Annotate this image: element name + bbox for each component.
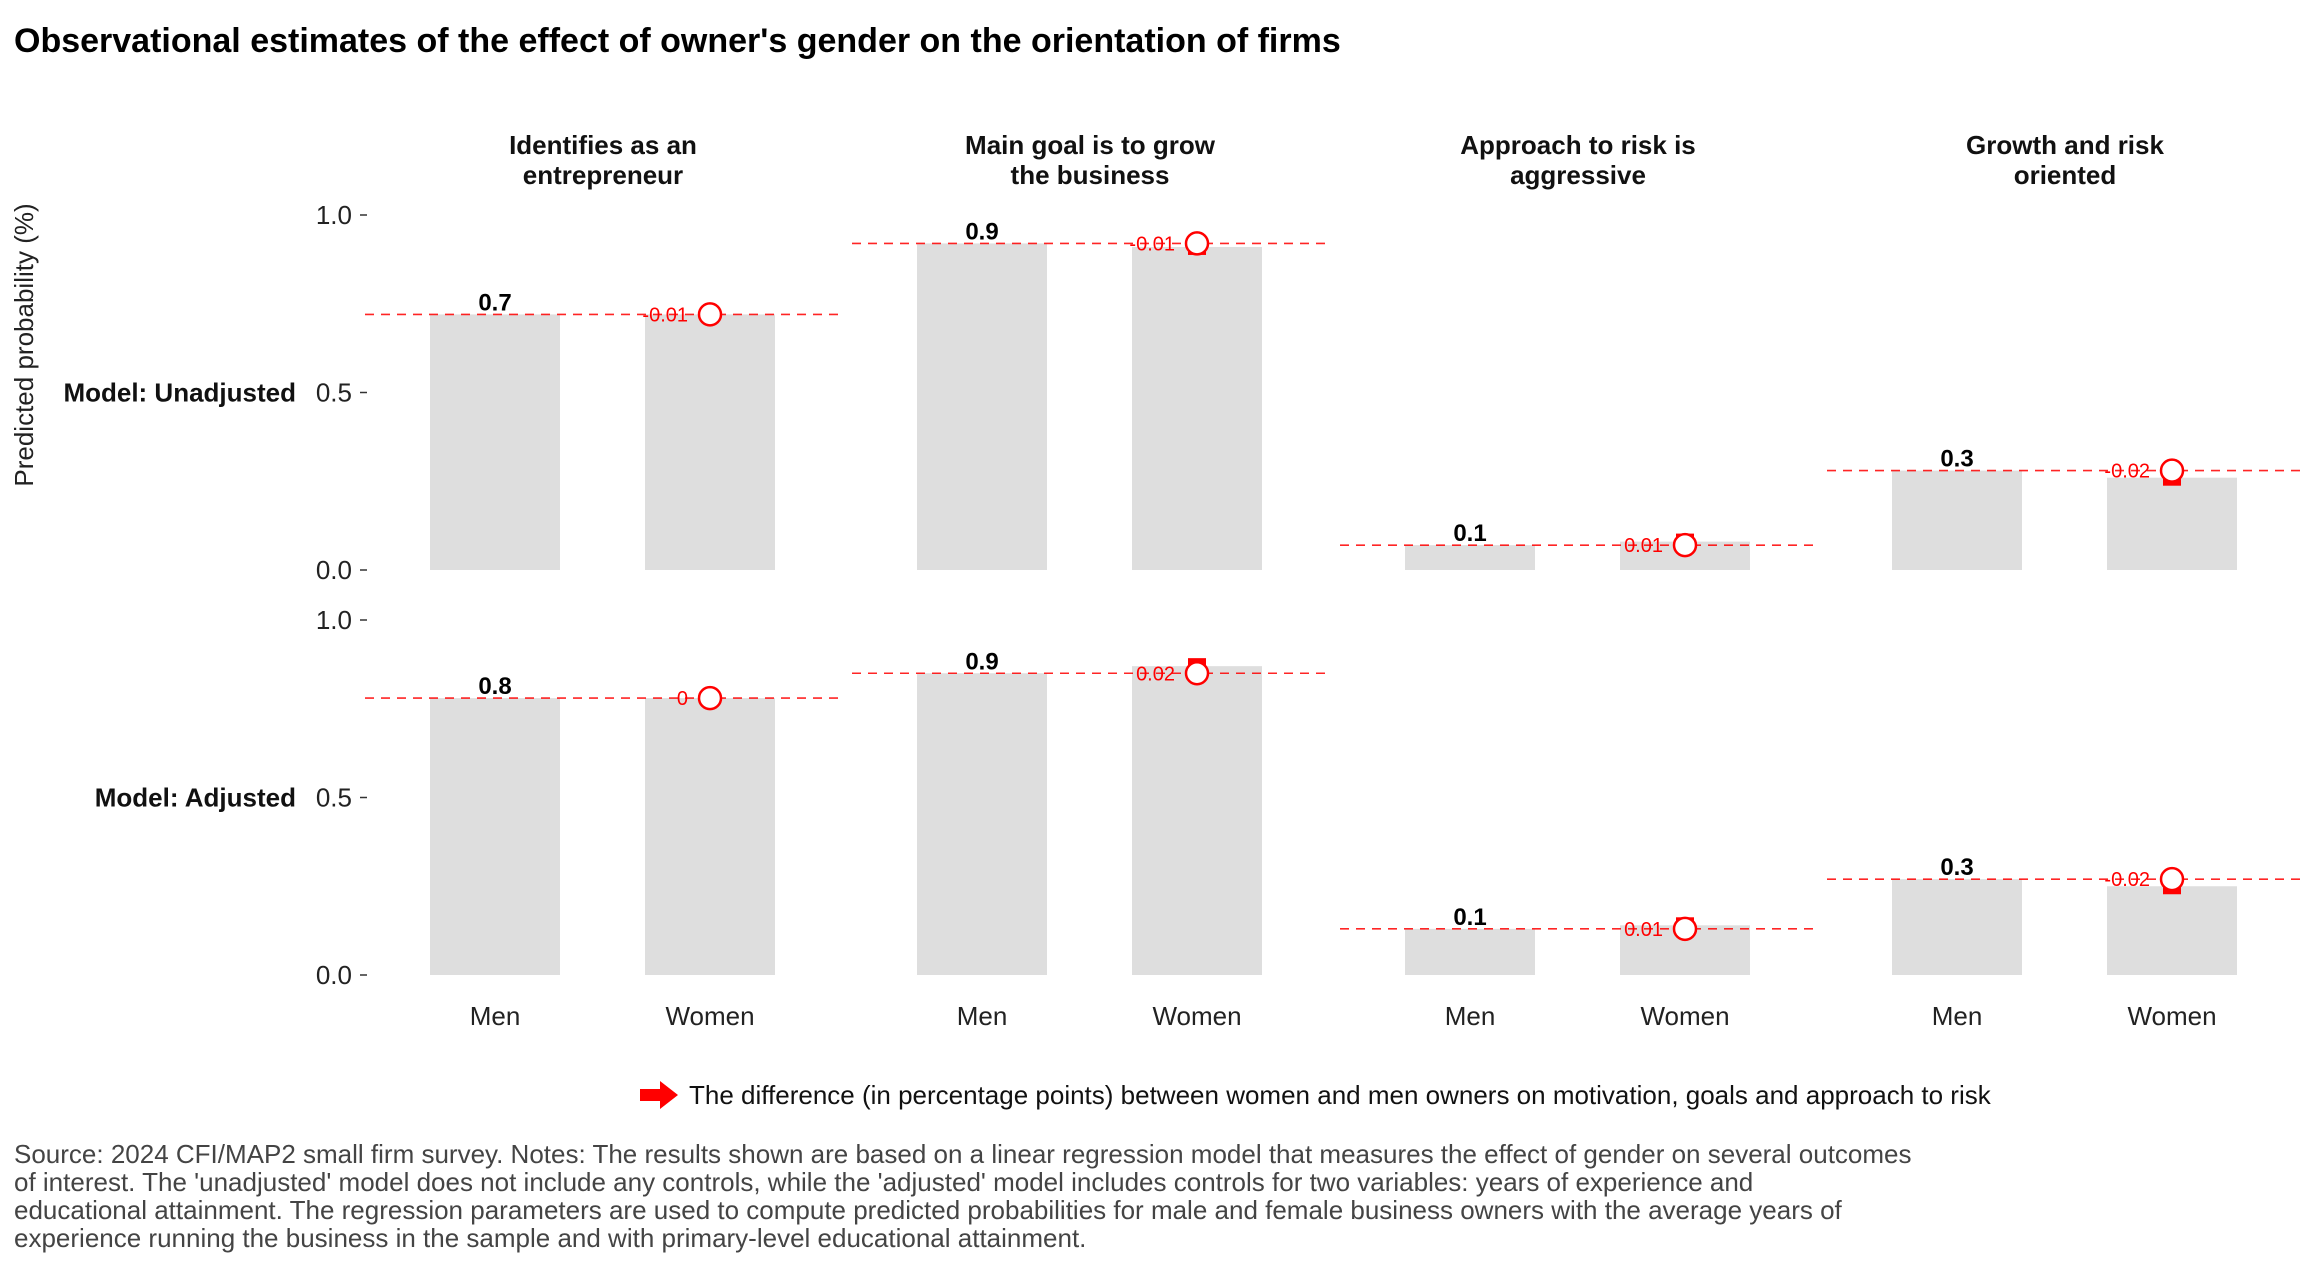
x-tick-label: Women <box>1152 1001 1241 1031</box>
bar-value-label: 0.3 <box>1940 854 1973 881</box>
bar-value-label: 0.1 <box>1453 904 1486 931</box>
y-tick-label: 1.0 <box>316 605 352 635</box>
facet-title: aggressive <box>1510 160 1646 190</box>
difference-label: -0.02 <box>2104 461 2150 483</box>
x-tick-label: Men <box>957 1001 1008 1031</box>
difference-label: -0.02 <box>2104 869 2150 891</box>
y-tick-label: 0.5 <box>316 378 352 408</box>
facet-title: Main goal is to grow <box>965 130 1216 160</box>
difference-label: -0.01 <box>1129 233 1175 255</box>
men-reference-point <box>2159 458 2185 483</box>
bar-value-label: 0.7 <box>478 289 511 316</box>
legend-arrow-icon <box>640 1081 678 1109</box>
bar-women <box>1132 666 1262 975</box>
bar-men <box>1405 545 1535 570</box>
y-tick-label: 0.0 <box>316 555 352 585</box>
chart-title: Observational estimates of the effect of… <box>14 22 1341 60</box>
note-line: Source: 2024 CFI/MAP2 small firm survey.… <box>14 1139 1912 1169</box>
y-tick-label: 0.5 <box>316 783 352 813</box>
x-tick-label: Men <box>1932 1001 1983 1031</box>
bar-men <box>917 243 1047 570</box>
facet-row-label: Model: Adjusted <box>95 783 296 813</box>
men-reference-point <box>697 302 723 327</box>
facet-title: the business <box>1011 160 1170 190</box>
difference-label: 0.01 <box>1624 535 1663 557</box>
men-reference-point <box>1672 916 1698 942</box>
x-tick-label: Women <box>1640 1001 1729 1031</box>
bar-men <box>1892 879 2022 975</box>
y-tick-label: 0.0 <box>316 960 352 990</box>
facet-title: Approach to risk is <box>1460 130 1696 160</box>
facet-title: entrepreneur <box>523 160 683 190</box>
note-line: experience running the business in the s… <box>14 1223 1086 1253</box>
bar-women <box>2107 886 2237 975</box>
men-reference-point <box>1184 661 1210 686</box>
x-tick-label: Men <box>470 1001 521 1031</box>
facet-row-label: Model: Unadjusted <box>63 378 296 408</box>
bar-value-label: 0.9 <box>965 648 998 675</box>
x-tick-label: Men <box>1445 1001 1496 1031</box>
facet-title: oriented <box>2014 160 2117 190</box>
bar-value-label: 0.8 <box>478 673 511 700</box>
bar-men <box>430 698 560 975</box>
bar-men <box>1892 470 2022 570</box>
facet-title: Identifies as an <box>509 130 697 160</box>
legend: The difference (in percentage points) be… <box>640 1080 1992 1110</box>
x-tick-label: Women <box>665 1001 754 1031</box>
bar-women <box>2107 477 2237 570</box>
x-tick-label: Women <box>2127 1001 2216 1031</box>
bar-men <box>917 673 1047 975</box>
men-reference-point <box>1184 231 1210 256</box>
source-notes: Source: 2024 CFI/MAP2 small firm survey.… <box>14 1139 1912 1253</box>
bar-men <box>1405 928 1535 975</box>
men-reference-point <box>1672 532 1698 558</box>
y-axis-title: Predicted probability (%) <box>9 203 39 486</box>
difference-label: 0.01 <box>1624 919 1663 941</box>
y-tick-label: 1.0 <box>316 200 352 230</box>
difference-label: 0 <box>677 688 688 710</box>
note-line: educational attainment. The regression p… <box>14 1195 1843 1225</box>
facet-title: Growth and risk <box>1966 130 2164 160</box>
bar-women <box>645 698 775 975</box>
men-reference-point <box>697 685 723 711</box>
bar-women <box>645 314 775 570</box>
bar-value-label: 0.3 <box>1940 446 1973 473</box>
difference-label: 0.02 <box>1136 663 1175 685</box>
bar-value-label: 0.1 <box>1453 520 1486 547</box>
men-reference-point <box>2159 866 2185 892</box>
legend-label: The difference (in percentage points) be… <box>689 1080 1992 1110</box>
note-line: of interest. The 'unadjusted' model does… <box>14 1167 1753 1197</box>
bar-women <box>1132 246 1262 570</box>
bar-men <box>430 314 560 570</box>
bar-value-label: 0.9 <box>965 218 998 245</box>
difference-label: -0.01 <box>642 304 688 326</box>
